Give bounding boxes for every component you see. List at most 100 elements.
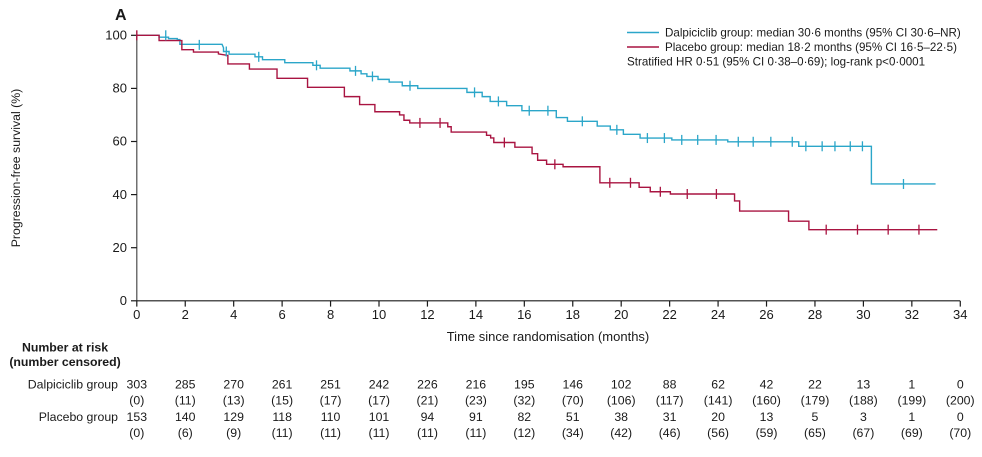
svg-text:(12): (12) [513,426,535,440]
svg-text:28: 28 [808,307,822,322]
svg-text:20: 20 [711,410,725,424]
svg-text:(17): (17) [320,394,342,408]
svg-text:32: 32 [905,307,919,322]
svg-text:140: 140 [175,410,196,424]
svg-text:Placebo group: Placebo group [39,410,118,424]
svg-text:20: 20 [113,240,127,255]
svg-text:0: 0 [120,293,127,308]
svg-text:30: 30 [856,307,870,322]
svg-text:Dalpiciclib group: Dalpiciclib group [28,378,118,392]
svg-text:146: 146 [562,378,583,392]
svg-text:118: 118 [272,410,292,424]
svg-text:(34): (34) [562,426,584,440]
svg-text:(117): (117) [656,394,684,408]
svg-text:22: 22 [808,378,822,392]
svg-text:0: 0 [957,378,964,392]
svg-text:(0): (0) [129,426,144,440]
svg-text:34: 34 [953,307,967,322]
svg-text:(141): (141) [704,394,733,408]
svg-text:Stratified HR 0·51 (95% CI 0·3: Stratified HR 0·51 (95% CI 0·38–0·69); l… [627,56,925,69]
svg-text:62: 62 [711,378,725,392]
svg-text:(15): (15) [271,394,293,408]
svg-text:16: 16 [517,307,531,322]
svg-text:18: 18 [566,307,580,322]
svg-text:110: 110 [321,410,341,424]
svg-text:(32): (32) [513,394,535,408]
svg-text:42: 42 [760,378,774,392]
svg-text:226: 226 [417,378,438,392]
svg-text:(9): (9) [226,426,241,440]
svg-text:(59): (59) [756,426,778,440]
svg-text:(46): (46) [659,426,681,440]
svg-text:82: 82 [517,410,531,424]
svg-text:303: 303 [127,378,148,392]
svg-text:242: 242 [369,378,390,392]
svg-text:(179): (179) [801,394,830,408]
svg-text:60: 60 [113,134,127,149]
svg-text:129: 129 [223,410,244,424]
svg-text:285: 285 [175,378,196,392]
svg-text:Number at risk: Number at risk [22,341,108,355]
svg-text:(200): (200) [946,394,975,408]
svg-text:Progression-free survival (%): Progression-free survival (%) [9,89,23,248]
svg-text:101: 101 [369,410,390,424]
svg-text:6: 6 [279,307,286,322]
svg-text:(13): (13) [223,394,245,408]
svg-text:13: 13 [760,410,774,424]
svg-text:(160): (160) [752,394,781,408]
svg-text:12: 12 [420,307,434,322]
svg-text:216: 216 [466,378,487,392]
svg-text:(11): (11) [175,394,196,408]
svg-text:5: 5 [812,410,819,424]
svg-text:(65): (65) [804,426,826,440]
svg-text:3: 3 [860,410,867,424]
svg-text:(106): (106) [607,394,636,408]
svg-text:Dalpiciclib group: median 30·6: Dalpiciclib group: median 30·6 months (9… [665,27,961,40]
svg-text:51: 51 [566,410,580,424]
svg-text:270: 270 [223,378,244,392]
svg-text:Placebo group: median 18·2 mon: Placebo group: median 18·2 months (95% C… [665,41,957,54]
svg-text:13: 13 [857,378,871,392]
svg-text:26: 26 [759,307,773,322]
svg-text:14: 14 [469,307,483,322]
svg-text:10: 10 [372,307,386,322]
svg-text:24: 24 [711,307,725,322]
svg-text:94: 94 [421,410,435,424]
svg-text:0: 0 [133,307,140,322]
svg-text:(11): (11) [369,426,390,440]
svg-text:(56): (56) [707,426,729,440]
svg-text:251: 251 [320,378,341,392]
svg-text:80: 80 [113,81,127,96]
svg-text:20: 20 [614,307,628,322]
svg-text:(0): (0) [129,394,144,408]
svg-text:8: 8 [327,307,334,322]
svg-text:2: 2 [182,307,189,322]
svg-text:(23): (23) [465,394,487,408]
svg-text:A: A [115,7,127,24]
svg-text:102: 102 [611,378,632,392]
svg-text:38: 38 [614,410,628,424]
svg-text:40: 40 [113,187,127,202]
svg-text:(11): (11) [465,426,486,440]
svg-text:22: 22 [662,307,676,322]
svg-text:100: 100 [105,28,127,43]
svg-text:153: 153 [127,410,148,424]
svg-text:(70): (70) [949,426,971,440]
svg-text:(number censored): (number censored) [9,355,120,369]
svg-text:31: 31 [663,410,677,424]
svg-text:(6): (6) [178,426,193,440]
svg-text:Time since randomisation (mont: Time since randomisation (months) [447,329,650,344]
svg-text:0: 0 [957,410,964,424]
svg-text:(69): (69) [901,426,923,440]
svg-text:(67): (67) [852,426,874,440]
svg-text:(11): (11) [417,426,438,440]
svg-text:91: 91 [469,410,483,424]
svg-text:(11): (11) [272,426,293,440]
svg-text:88: 88 [663,378,677,392]
svg-text:(11): (11) [320,426,341,440]
svg-text:1: 1 [908,378,915,392]
svg-text:195: 195 [514,378,535,392]
svg-text:4: 4 [230,307,237,322]
svg-text:(17): (17) [368,394,390,408]
svg-text:1: 1 [908,410,915,424]
